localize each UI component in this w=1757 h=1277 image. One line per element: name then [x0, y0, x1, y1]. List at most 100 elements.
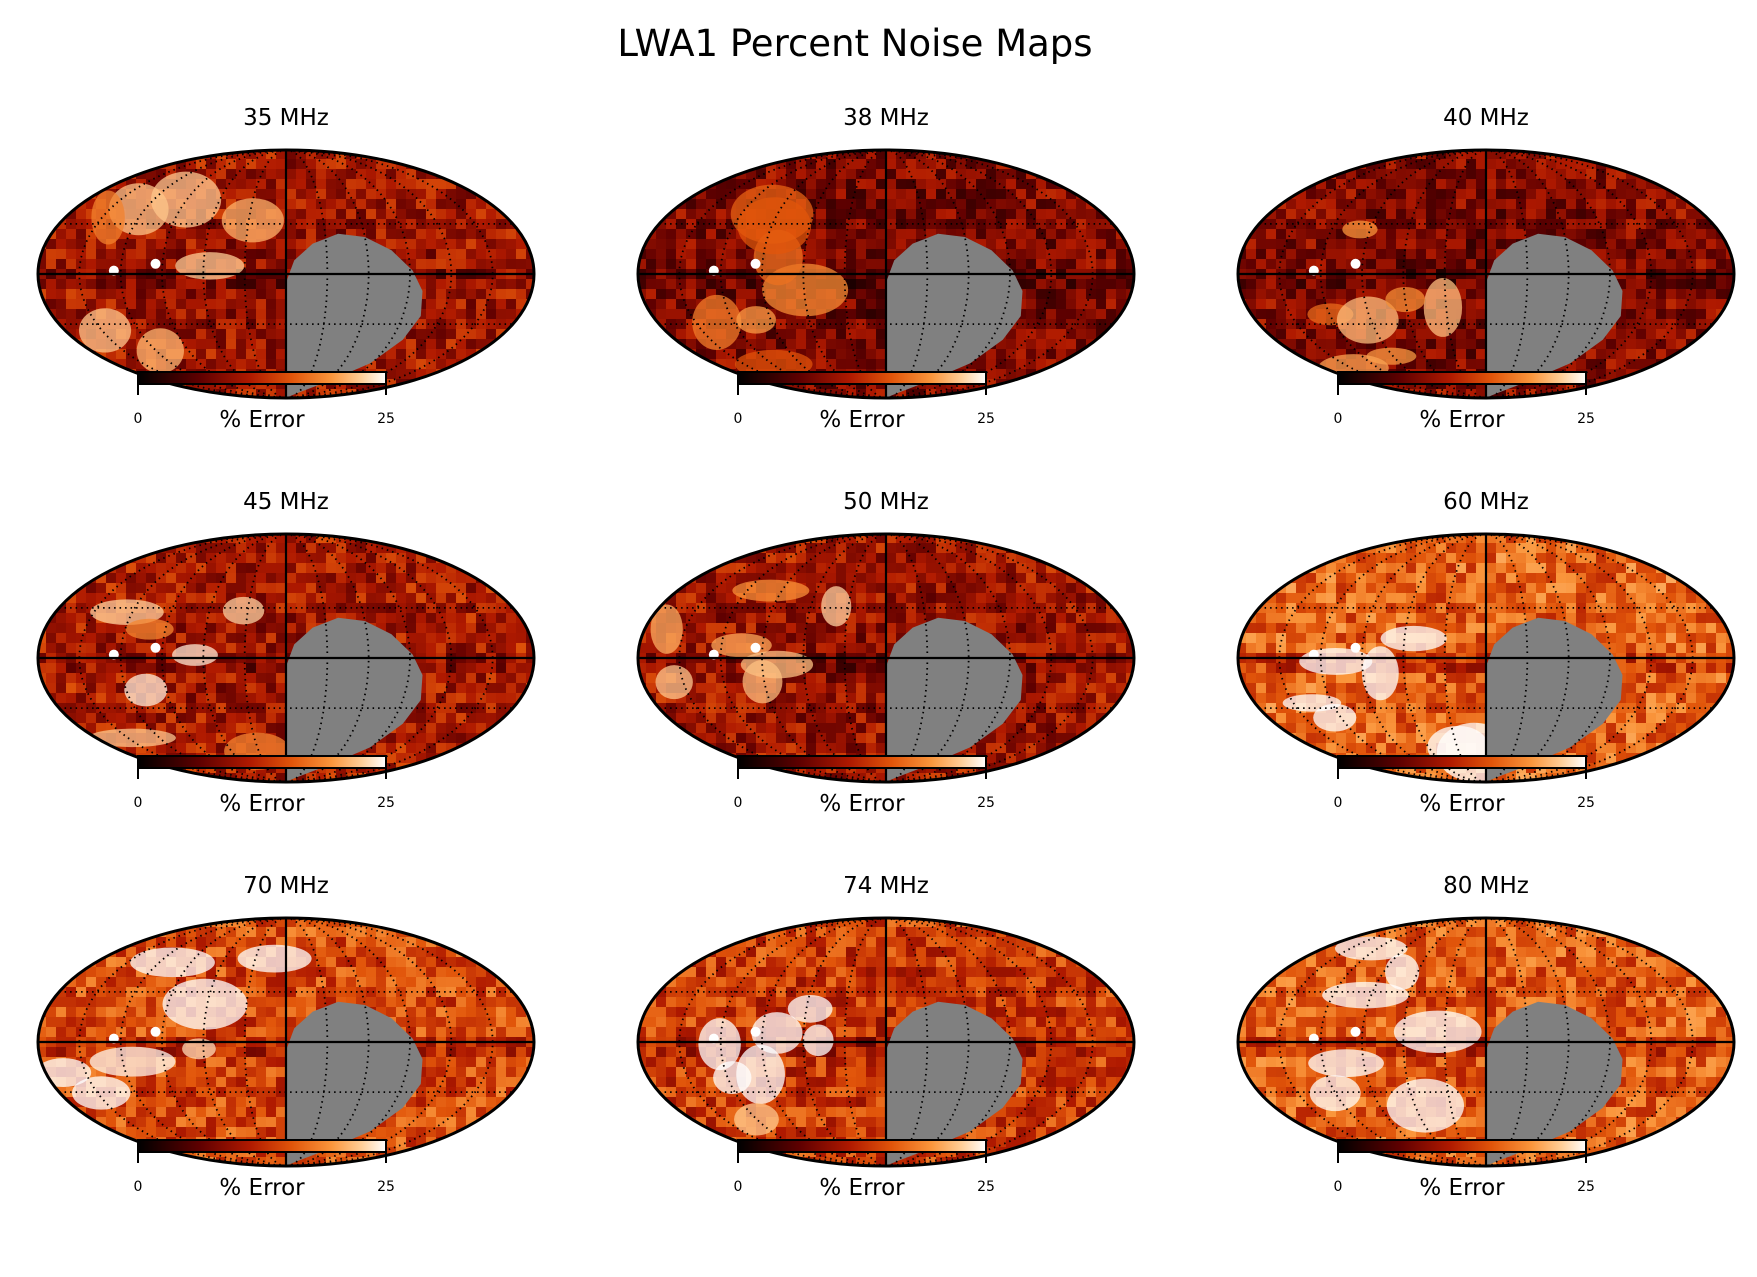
- map-cell: [476, 713, 487, 724]
- map-cell: [1346, 289, 1357, 300]
- map-cell: [266, 663, 277, 674]
- map-cell: [686, 209, 697, 220]
- map-cell: [736, 249, 747, 260]
- map-cell: [46, 279, 57, 290]
- map-cell: [456, 239, 467, 250]
- map-cell: [276, 534, 287, 544]
- map-cell: [806, 339, 817, 350]
- map-cell: [1246, 209, 1257, 220]
- map-cell: [836, 349, 847, 360]
- map-cell: [316, 189, 327, 200]
- map-cell: [706, 279, 717, 290]
- map-cell: [146, 713, 157, 724]
- map-cell: [386, 359, 397, 370]
- map-cell: [466, 633, 477, 644]
- map-cell: [1446, 359, 1457, 370]
- map-cell: [206, 339, 217, 350]
- map-cell: [286, 633, 297, 644]
- map-cell: [56, 379, 67, 390]
- map-cell: [1066, 249, 1077, 260]
- map-cell: [1246, 150, 1257, 160]
- map-cell: [1246, 189, 1257, 200]
- map-cell: [826, 349, 837, 360]
- map-cell: [206, 239, 217, 250]
- map-cell: [1036, 359, 1047, 370]
- map-cell: [38, 339, 47, 350]
- map-cell: [946, 179, 957, 190]
- map-cell: [1086, 349, 1097, 360]
- map-cell: [496, 613, 507, 624]
- map-cell: [38, 359, 47, 370]
- map-cell: [1316, 219, 1327, 230]
- map-cell: [1256, 179, 1267, 190]
- map-cell: [476, 663, 487, 674]
- map-cell: [306, 150, 317, 160]
- map-cell: [716, 249, 727, 260]
- map-cell: [436, 249, 447, 260]
- map-cell: [456, 573, 467, 584]
- map-cell: [476, 319, 487, 330]
- map-cell: [1456, 219, 1467, 230]
- map-cell: [1406, 179, 1417, 190]
- map-cell: [646, 179, 657, 190]
- map-cell: [1316, 229, 1327, 240]
- map-cell: [1646, 279, 1657, 290]
- map-cell: [926, 189, 937, 200]
- map-cell: [96, 593, 107, 604]
- map-cell: [106, 553, 117, 564]
- map-cell: [86, 563, 97, 574]
- map-cell: [1046, 159, 1057, 170]
- map-cell: [436, 319, 447, 330]
- map-cell: [526, 150, 534, 160]
- map-cell: [1676, 219, 1687, 230]
- map-cell: [76, 379, 87, 390]
- map-cell: [1616, 349, 1627, 360]
- map-cell: [166, 259, 177, 270]
- map-cell: [136, 723, 147, 734]
- map-cell: [1286, 339, 1297, 350]
- map-cell: [926, 169, 937, 180]
- map-cell: [286, 229, 297, 240]
- map-cell: [316, 573, 327, 584]
- map-cell: [166, 389, 177, 398]
- map-cell: [866, 279, 877, 290]
- map-cell: [506, 553, 517, 564]
- meridian: [202, 149, 287, 399]
- map-cell: [416, 150, 427, 160]
- map-cell: [86, 663, 97, 674]
- map-cell: [1306, 319, 1317, 330]
- map-cell: [176, 553, 187, 564]
- map-cell: [936, 159, 947, 170]
- map-cell: [1466, 379, 1477, 390]
- map-cell: [756, 299, 767, 310]
- map-cell: [146, 573, 157, 584]
- map-cell: [86, 703, 97, 714]
- map-cell: [1686, 169, 1697, 180]
- map-cell: [106, 753, 117, 764]
- map-cell: [1416, 279, 1427, 290]
- map-cell: [166, 534, 177, 544]
- map-cell: [1546, 229, 1557, 240]
- map-cell: [516, 289, 527, 300]
- map-cell: [1646, 339, 1657, 350]
- map-cell: [526, 733, 534, 744]
- map-cell: [856, 159, 867, 170]
- map-cell: [46, 339, 57, 350]
- map-cell: [296, 189, 307, 200]
- map-cell: [86, 299, 97, 310]
- meridian: [1485, 149, 1694, 399]
- map-cell: [396, 553, 407, 564]
- map-cell: [56, 743, 67, 754]
- map-cell: [516, 329, 527, 340]
- map-cell: [1336, 229, 1347, 240]
- map-cell: [206, 319, 217, 330]
- map-cell: [1006, 239, 1017, 250]
- map-cell: [1646, 150, 1657, 160]
- map-cell: [446, 603, 457, 614]
- map-cell: [486, 553, 497, 564]
- map-cell: [336, 209, 347, 220]
- map-cell: [638, 329, 647, 340]
- map-cell: [506, 379, 517, 390]
- map-cell: [1076, 299, 1087, 310]
- map-cell: [246, 179, 257, 190]
